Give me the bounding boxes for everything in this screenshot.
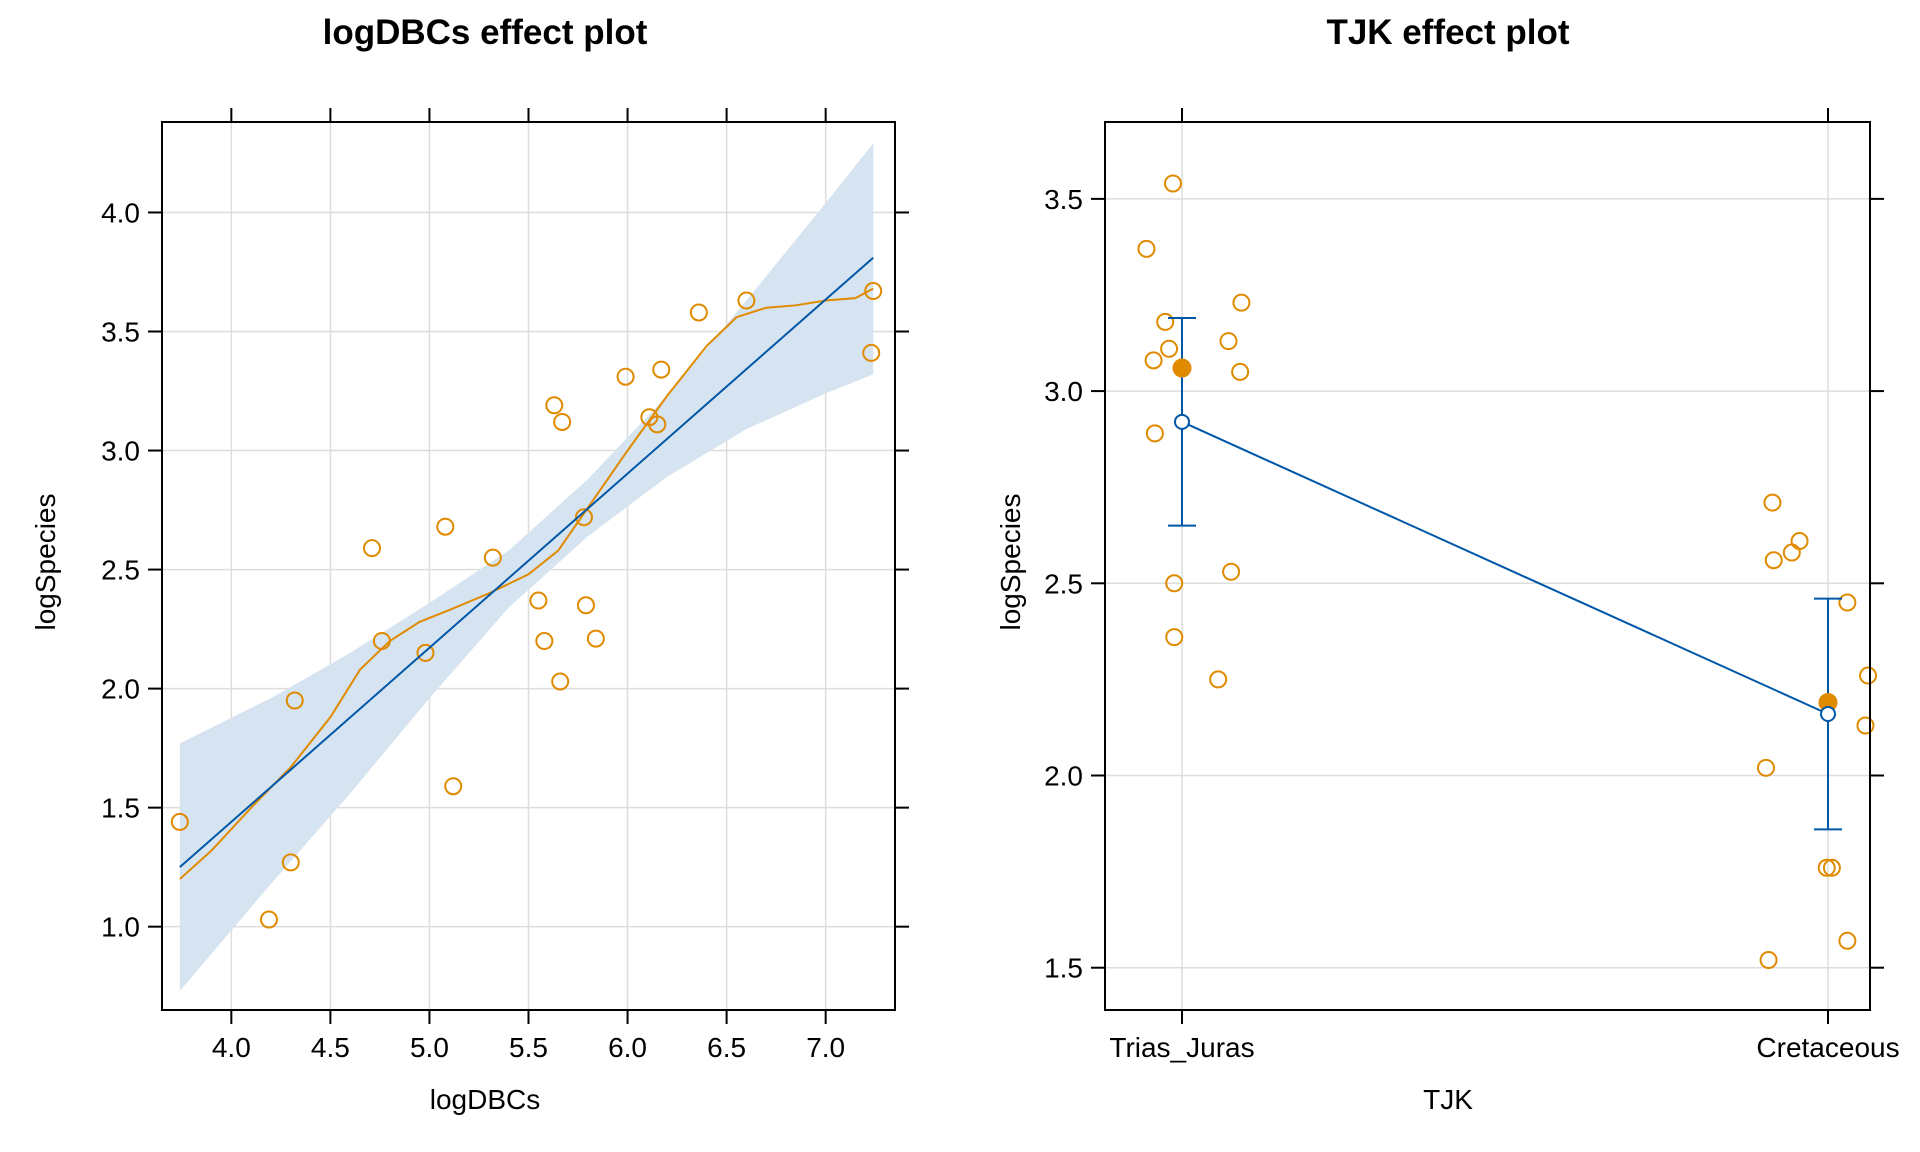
data-point [545,396,564,415]
data-point [689,303,708,322]
logdbcs-chart-title: logDBCs effect plot [323,13,648,52]
data-point [1856,716,1875,735]
y-tick-label: 3.0 [101,436,140,467]
data-point [1782,543,1801,562]
y-tick-label: 1.5 [101,793,140,824]
x-tick-label: 5.0 [410,1032,449,1063]
tjk-chart-title: TJK effect plot [1326,13,1569,52]
data-point [483,548,502,567]
data-point [1156,312,1175,331]
data-point [362,539,381,558]
x-tick-label: 4.0 [212,1032,251,1063]
x-tick-label: 6.5 [707,1032,746,1063]
data-point [1859,666,1878,685]
logdbcs-x-axis-label: logDBCs [430,1084,540,1115]
tjk-data-points [1137,174,1878,970]
data-point [444,777,463,796]
data-point [648,415,667,434]
tjk-effect-panel: TJK effect plot Trias_Juras Cretaceous 1.5… [995,13,1900,1115]
effect-estimate-marker [1174,413,1190,430]
y-tick-label: 2.0 [1044,761,1083,792]
data-point [170,812,189,831]
data-point [436,517,455,536]
data-point [535,631,554,650]
data-point [1759,951,1778,970]
y-tick-label: 3.5 [1044,184,1083,215]
logdbcs-effect-panel: logDBCs effect plot 4.0 4.5 5.0 5.5 6.0 6.5 7.… [30,13,909,1115]
data-point [616,367,635,386]
data-point [652,360,671,379]
data-point [864,282,883,301]
data-point [1222,562,1241,581]
logdbcs-confidence-band [179,143,874,991]
y-tick-label: 2.5 [1044,568,1083,599]
tjk-effects [1168,317,1842,831]
logdbcs-y-axis-label: logSpecies [30,494,61,631]
x-tick-label: 6.0 [608,1032,647,1063]
data-point [1165,628,1184,647]
y-tick-label: 2.0 [101,674,140,705]
data-point [1144,351,1163,370]
data-point [281,853,300,872]
y-tick-label: 1.5 [1044,953,1083,984]
data-point [1165,574,1184,593]
logdbcs-fit-line [179,256,874,868]
data-point [1137,239,1156,258]
data-point [416,643,435,662]
y-tick-label: 2.5 [101,555,140,586]
data-point [1790,532,1809,551]
y-tick-label: 4.0 [101,197,140,228]
data-point [1756,758,1775,777]
x-tick-label: 7.0 [806,1032,845,1063]
tjk-y-axis-label: logSpecies [995,494,1026,631]
logdbcs-data-points [170,282,883,929]
y-tick-label: 3.5 [101,317,140,348]
logdbcs-axis-ticks: 4.0 4.5 5.0 5.5 6.0 6.5 7.0 1.0 1.5 2.0 2.5 3.0 3.5 4… [101,108,909,1063]
x-tick-label: 5.5 [509,1032,548,1063]
tjk-x-axis-label: TJK [1423,1084,1473,1115]
data-point [737,291,756,310]
data-point [1763,493,1782,512]
data-point [1219,332,1238,351]
logdbcs-smooth-line [179,287,874,880]
data-point [1822,858,1841,877]
data-point [551,672,570,691]
y-tick-label: 3.0 [1044,376,1083,407]
data-point [1160,339,1179,358]
tjk-grid [1105,122,1870,1010]
data-point [1232,293,1251,312]
effect-line [1181,420,1829,715]
data-point [285,691,304,710]
data-point [1209,670,1228,689]
data-point [862,343,881,362]
data-point [1817,858,1836,877]
data-point [1163,174,1182,193]
data-point [1838,593,1857,612]
effect-estimate-marker [1820,706,1836,722]
y-tick-label: 1.0 [101,912,140,943]
data-point [574,508,593,527]
group-mean-marker [1172,358,1192,378]
data-point [259,910,278,929]
data-point [1231,362,1250,381]
x-tick-label: Cretaceous [1756,1032,1899,1063]
data-point [1764,551,1783,570]
data-point [529,591,548,610]
data-point [586,629,605,648]
data-point [553,412,572,431]
data-point [1838,931,1857,950]
tjk-axis-ticks: Trias_Juras Cretaceous 1.5 2.0 2.5 3.0 3.5 [1044,108,1900,1063]
data-point [576,596,595,615]
tjk-plot-frame [1104,121,1871,1011]
x-tick-label: Trias_Juras [1109,1032,1254,1063]
data-point [1145,424,1164,443]
x-tick-label: 4.5 [311,1032,350,1063]
